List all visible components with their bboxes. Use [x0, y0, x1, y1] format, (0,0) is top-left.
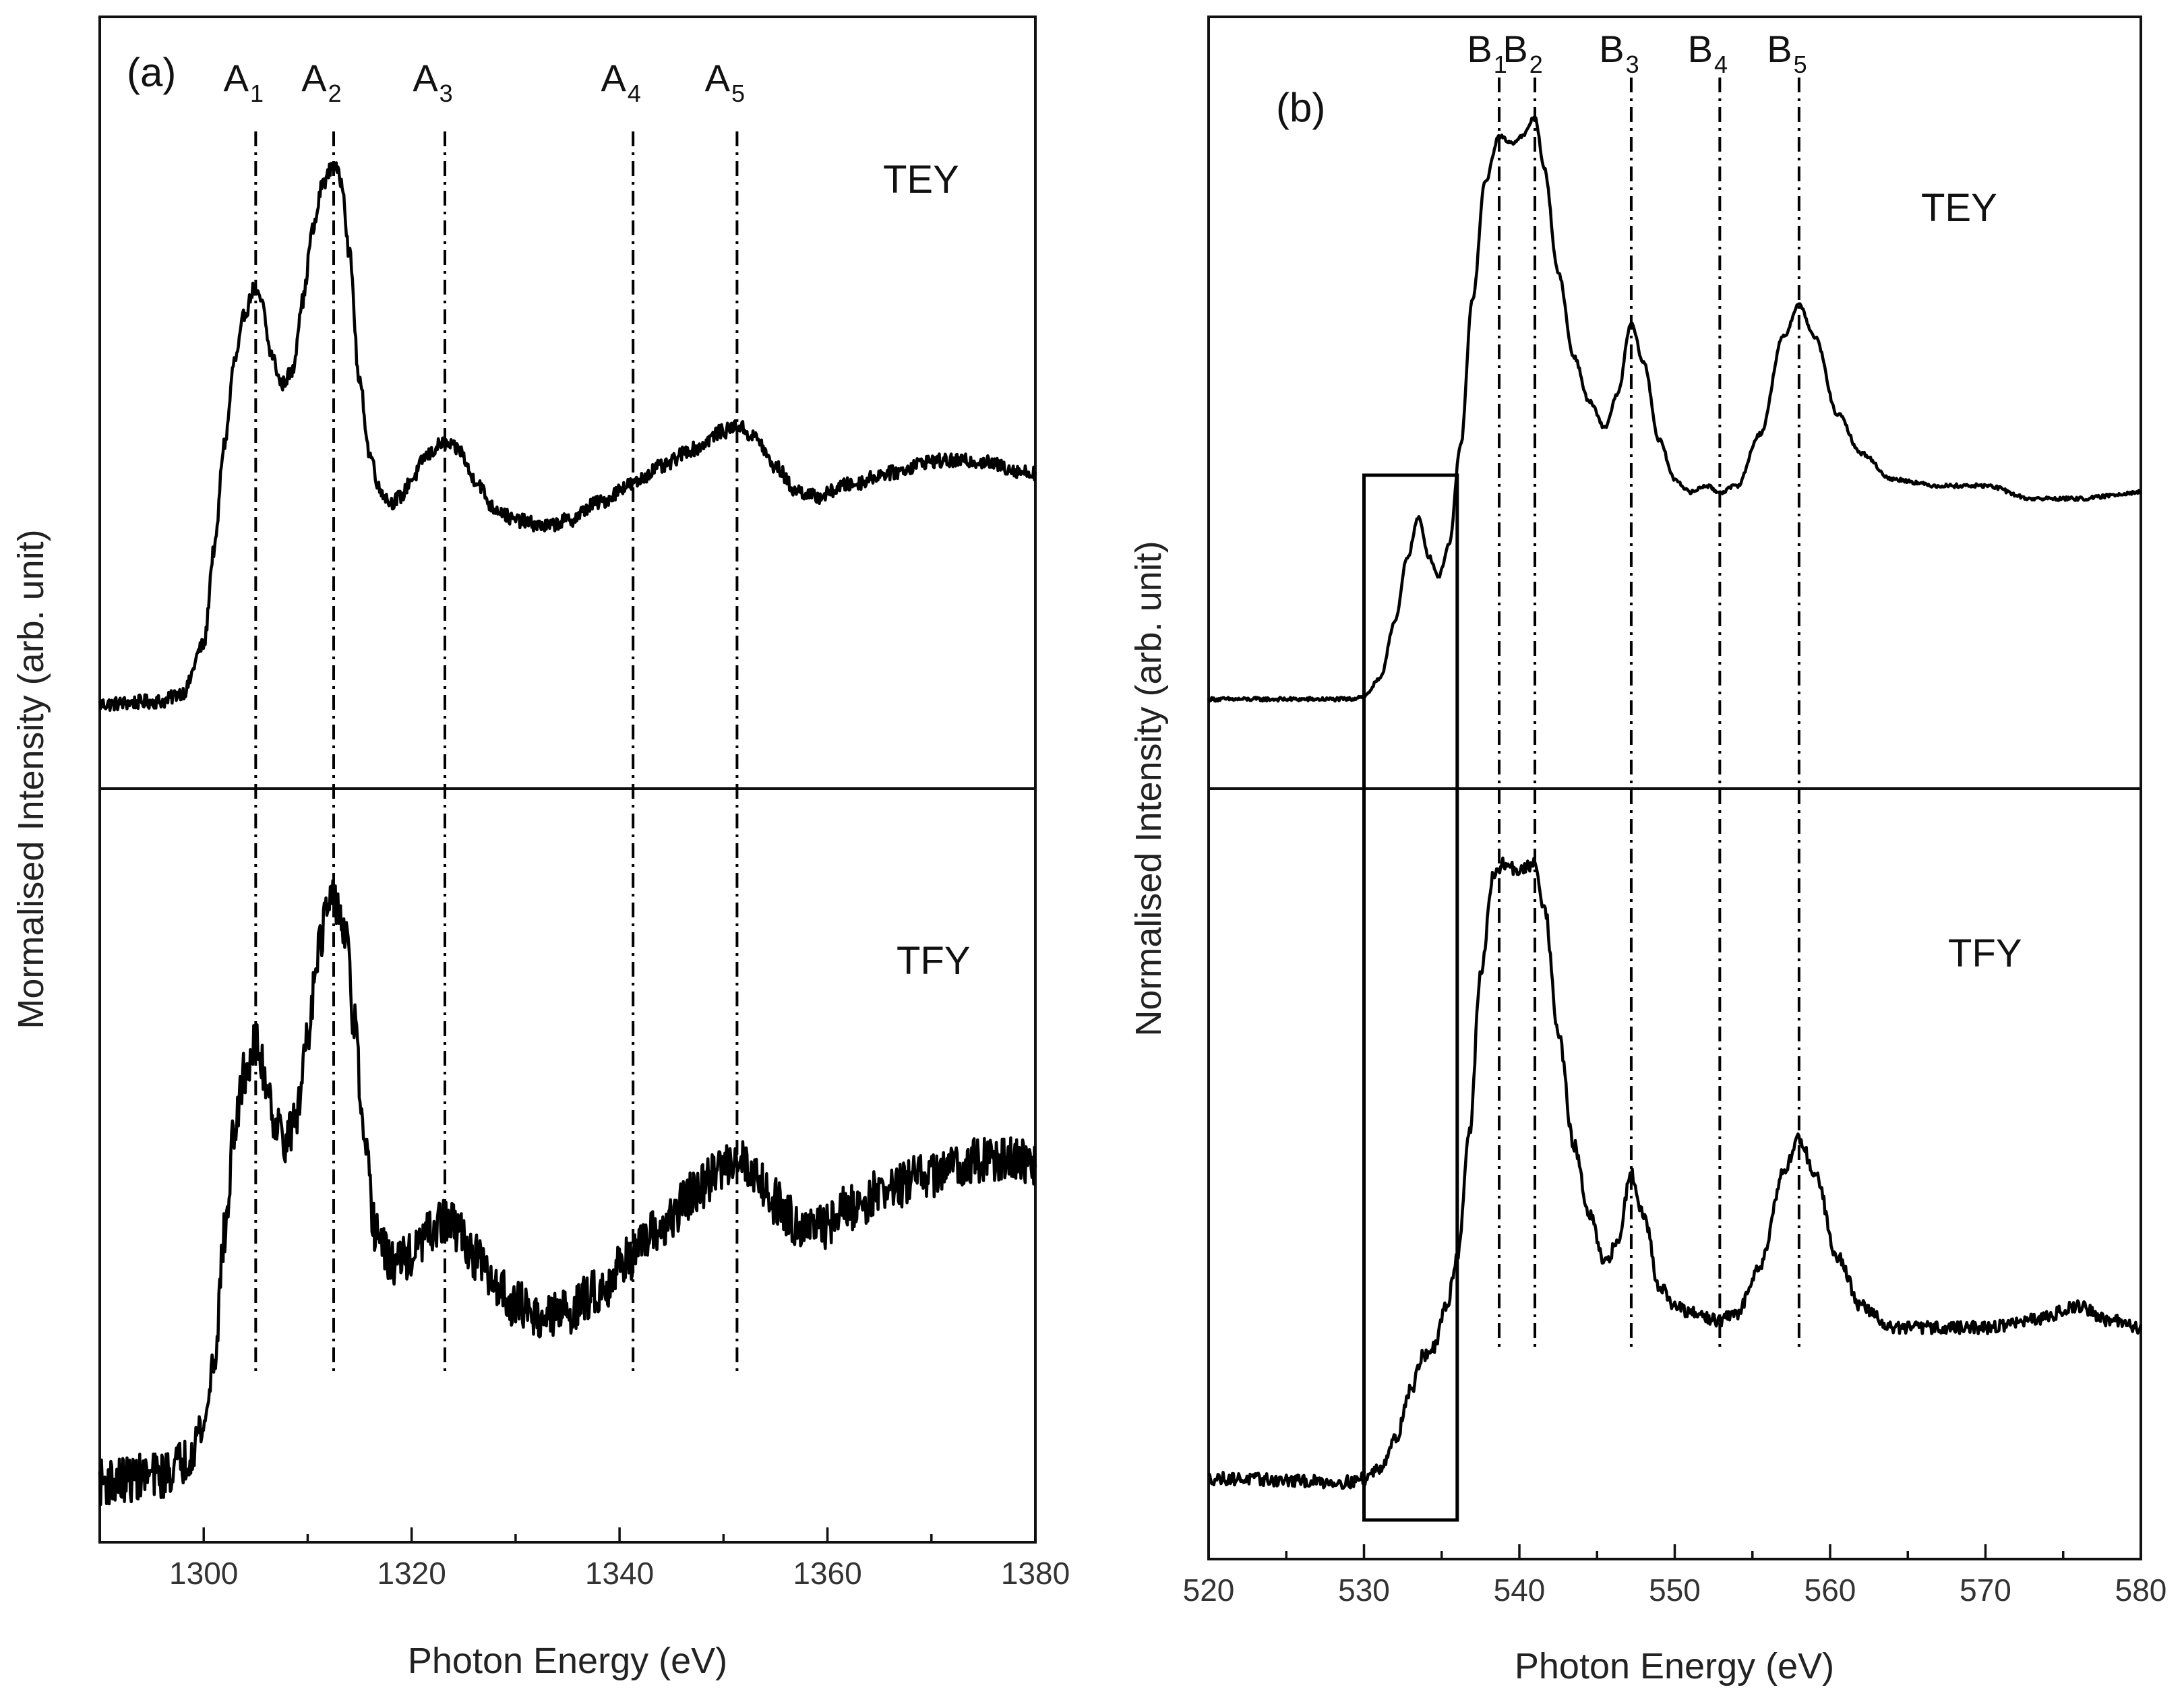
panel-a-peak-labels: A1 A2 A3 A4 A5	[224, 57, 745, 107]
panel-a-y-axis-label: Mormalised Intensity (arb. unit)	[11, 529, 51, 1029]
peak-label-a4: A4	[601, 57, 640, 107]
panel-a-frame	[98, 16, 1037, 1544]
peak-label-a3: A3	[413, 57, 452, 107]
series-tfy-line	[98, 879, 1037, 1507]
x-tick-label: 580	[2115, 1573, 2167, 1608]
panel-a-label: (a)	[127, 50, 176, 95]
x-tick-label: 1320	[377, 1556, 446, 1591]
panel-a-chart: 1300 1320 1340 1360 1380 A1 A2 A3 A4 A5 (a) TEY …	[11, 16, 1070, 1681]
peak-label-b2: B2	[1503, 28, 1542, 78]
panel-b-label: (b)	[1276, 85, 1325, 130]
panel-b-y-axis-label: Normalised Intensity (arb. unit)	[1128, 541, 1169, 1036]
panel-b-peak-lines	[1498, 78, 1800, 1348]
panel-a-x-ticks: 1300 1320 1340 1360 1380	[98, 1527, 1070, 1591]
x-tick-label: 540	[1494, 1573, 1546, 1608]
peak-label-a1: A1	[224, 57, 264, 107]
panel-a-curves	[98, 161, 1037, 1507]
series-tey-line	[98, 161, 1037, 712]
panel-a-x-axis-label: Photon Energy (eV)	[408, 1641, 727, 1681]
peak-label-a5: A5	[705, 57, 745, 107]
panel-b-x-ticks: 520 530 540 550 560 570 580	[1183, 1544, 2167, 1608]
peak-label-b5: B5	[1767, 28, 1807, 78]
panel-b-tey-label: TEY	[1921, 186, 1997, 230]
series-tfy-line	[1207, 856, 2143, 1490]
panel-b-tfy-label: TFY	[1948, 932, 2022, 975]
panel-b-x-axis-label: Photon Energy (eV)	[1515, 1646, 1834, 1686]
x-tick-label: 530	[1338, 1573, 1390, 1608]
x-tick-label: 570	[1960, 1573, 2011, 1608]
panel-a-tfy-label: TFY	[897, 939, 971, 983]
x-tick-label: 520	[1183, 1573, 1235, 1608]
panel-b-inset-box	[1362, 473, 1459, 1522]
x-tick-label: 1340	[585, 1556, 654, 1591]
x-tick-label: 1360	[793, 1556, 861, 1591]
peak-label-a2: A2	[301, 57, 341, 107]
series-tey-line	[1207, 115, 2142, 703]
x-tick-label: 1380	[1001, 1556, 1070, 1591]
peak-label-b4: B4	[1688, 28, 1728, 78]
x-tick-label: 560	[1804, 1573, 1856, 1608]
peak-label-b1: B1	[1467, 28, 1507, 78]
panel-a-peak-lines	[254, 131, 739, 1372]
peak-label-b3: B3	[1599, 28, 1639, 78]
panel-b-curves	[1207, 115, 2143, 1490]
x-tick-label: 550	[1649, 1573, 1701, 1608]
panel-a-tey-label: TEY	[883, 158, 959, 202]
x-tick-label: 1300	[169, 1556, 238, 1591]
